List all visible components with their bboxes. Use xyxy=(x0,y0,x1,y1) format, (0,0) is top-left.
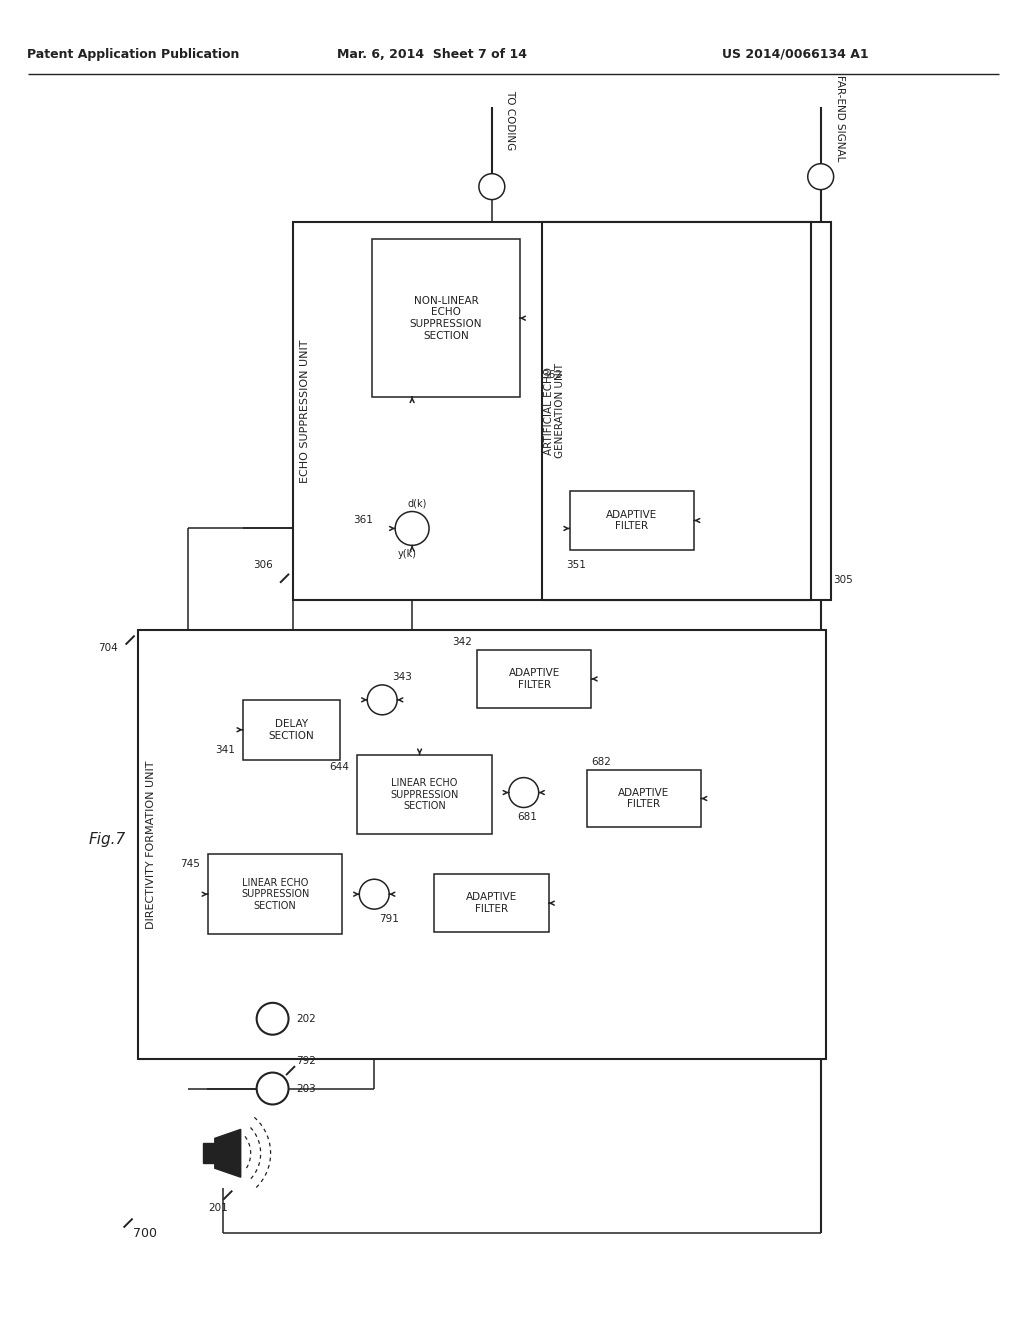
Bar xyxy=(373,239,520,397)
Text: 305: 305 xyxy=(833,576,852,585)
Text: ECHO SUPPRESSION UNIT: ECHO SUPPRESSION UNIT xyxy=(300,339,310,483)
Text: LINEAR ECHO
SUPPRESSION
SECTION: LINEAR ECHO SUPPRESSION SECTION xyxy=(241,878,309,911)
Text: ADAPTIVE
FILTER: ADAPTIVE FILTER xyxy=(509,668,560,690)
Text: 745: 745 xyxy=(180,859,200,870)
Bar xyxy=(542,222,811,601)
Circle shape xyxy=(257,1003,289,1035)
Text: 362: 362 xyxy=(542,370,561,380)
Bar xyxy=(569,491,694,550)
Bar xyxy=(293,222,830,601)
Text: Mar. 6, 2014  Sheet 7 of 14: Mar. 6, 2014 Sheet 7 of 14 xyxy=(337,48,527,61)
Text: DIRECTIVITY FORMATION UNIT: DIRECTIVITY FORMATION UNIT xyxy=(146,760,156,928)
Circle shape xyxy=(368,685,397,715)
Text: 644: 644 xyxy=(330,762,349,772)
Bar xyxy=(208,854,342,935)
Text: 704: 704 xyxy=(98,643,118,653)
Bar xyxy=(357,755,492,834)
Circle shape xyxy=(509,777,539,808)
Text: y(k): y(k) xyxy=(397,549,417,560)
Circle shape xyxy=(359,879,389,909)
Text: DELAY
SECTION: DELAY SECTION xyxy=(268,719,314,741)
Circle shape xyxy=(395,512,429,545)
Bar xyxy=(434,874,549,932)
Text: ADAPTIVE
FILTER: ADAPTIVE FILTER xyxy=(618,788,670,809)
Text: US 2014/0066134 A1: US 2014/0066134 A1 xyxy=(723,48,869,61)
Text: TO CODING: TO CODING xyxy=(505,90,515,149)
Text: FAR-END SIGNAL: FAR-END SIGNAL xyxy=(835,75,845,162)
Text: 342: 342 xyxy=(452,638,472,647)
Circle shape xyxy=(808,164,834,190)
Text: 341: 341 xyxy=(215,744,234,755)
Text: 343: 343 xyxy=(392,672,412,682)
Text: 306: 306 xyxy=(253,560,272,570)
Polygon shape xyxy=(215,1130,241,1177)
Text: ADAPTIVE
FILTER: ADAPTIVE FILTER xyxy=(606,510,657,531)
Text: Patent Application Publication: Patent Application Publication xyxy=(27,48,240,61)
Text: d(k): d(k) xyxy=(408,499,427,508)
Bar xyxy=(477,649,592,708)
Text: ADAPTIVE
FILTER: ADAPTIVE FILTER xyxy=(466,892,517,913)
Text: 791: 791 xyxy=(379,915,399,924)
Text: 792: 792 xyxy=(297,1056,316,1065)
Text: 700: 700 xyxy=(133,1226,157,1239)
Text: 203: 203 xyxy=(297,1084,316,1093)
Polygon shape xyxy=(203,1143,215,1163)
Circle shape xyxy=(257,1073,289,1105)
Text: 361: 361 xyxy=(353,516,374,525)
Bar xyxy=(138,630,825,1059)
Circle shape xyxy=(479,174,505,199)
Bar xyxy=(587,770,701,828)
Text: Fig.7: Fig.7 xyxy=(88,832,126,847)
Text: LINEAR ECHO
SUPPRESSION
SECTION: LINEAR ECHO SUPPRESSION SECTION xyxy=(390,777,459,810)
Text: 201: 201 xyxy=(208,1203,227,1213)
Text: 351: 351 xyxy=(566,560,587,570)
Text: 202: 202 xyxy=(297,1014,316,1024)
Text: 681: 681 xyxy=(517,812,537,822)
Bar xyxy=(243,700,340,759)
Text: NON-LINEAR
ECHO
SUPPRESSION
SECTION: NON-LINEAR ECHO SUPPRESSION SECTION xyxy=(410,296,482,341)
Text: ARTIFICIAL ECHO
GENERATION UNIT: ARTIFICIAL ECHO GENERATION UNIT xyxy=(544,363,565,458)
Text: 682: 682 xyxy=(592,756,611,767)
